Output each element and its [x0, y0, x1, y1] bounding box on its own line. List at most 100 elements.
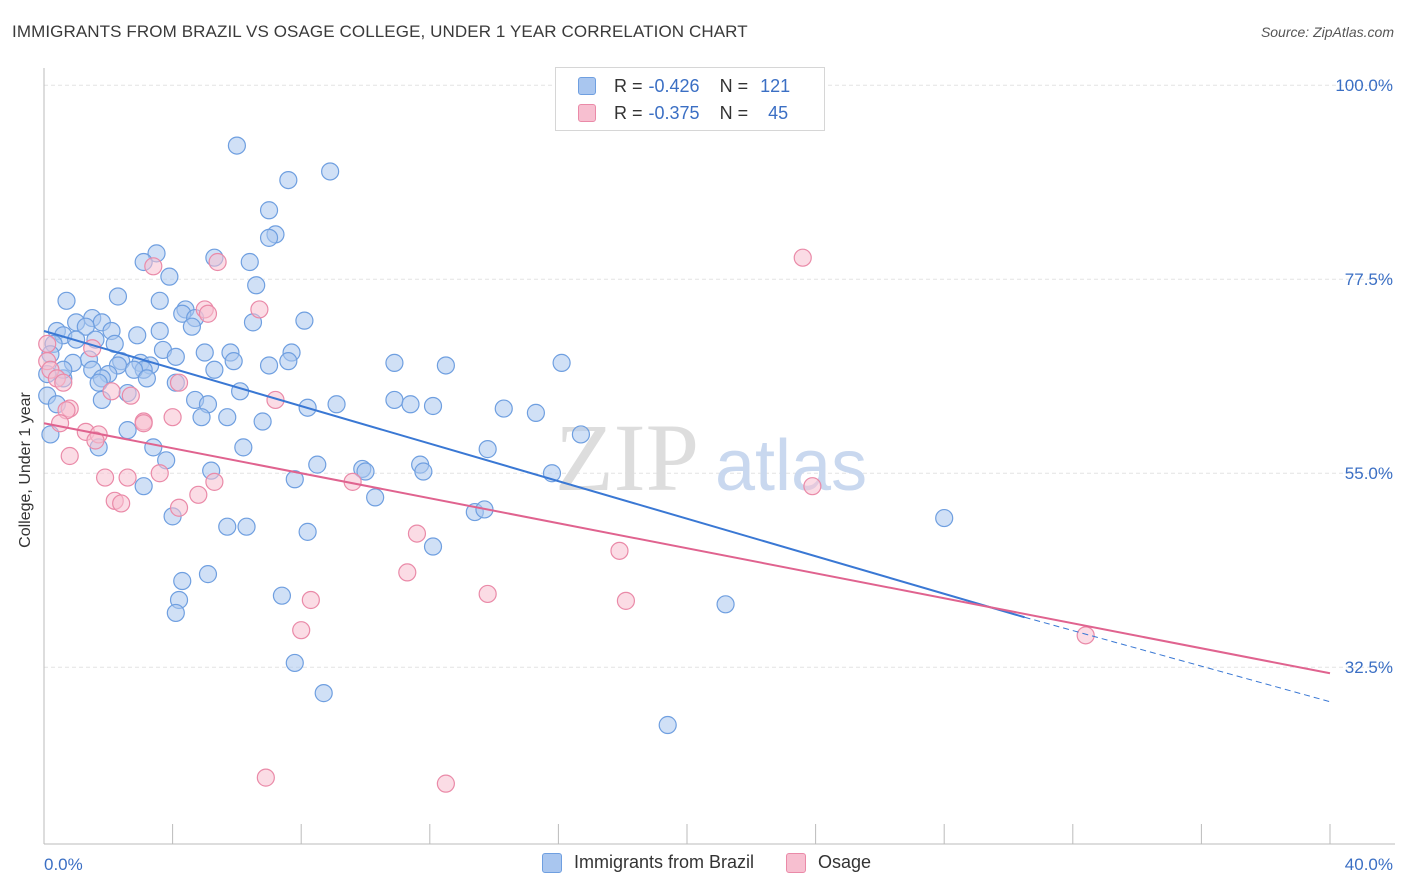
brazil-point: [308, 455, 327, 474]
brazil-point: [227, 136, 246, 155]
brazil-point: [935, 508, 954, 528]
tick-labels: 100.0% 77.5% 55.0% 32.5% 0.0% 40.0%: [44, 76, 1393, 874]
brazil-point: [279, 170, 298, 190]
watermark-zip: ZIP: [555, 404, 699, 511]
legend-r-value: -0.375: [648, 102, 700, 123]
osage-point: [256, 768, 275, 787]
x-tick-label: 0.0%: [44, 855, 83, 874]
series-label-brazil: Immigrants from Brazil: [574, 852, 755, 872]
brazil-point: [89, 373, 108, 392]
y-tick-label: 55.0%: [1345, 464, 1393, 483]
brazil-point: [366, 488, 385, 507]
series-legend-brazil[interactable]: Immigrants from Brazil: [542, 852, 754, 873]
brazil-point: [272, 586, 292, 605]
brazil-point: [385, 390, 404, 410]
osage-point: [292, 621, 311, 640]
brazil-point: [423, 537, 443, 556]
brazil-point: [76, 317, 95, 336]
brazil-point: [182, 317, 201, 336]
osage-trend-line: [43, 422, 1331, 675]
osage-point: [150, 464, 169, 483]
y-tick-label: 32.5%: [1345, 658, 1393, 677]
axes: [43, 68, 1395, 845]
brazil-point: [231, 382, 250, 401]
series-legend: Immigrants from Brazil Osage: [542, 852, 903, 873]
osage-point: [398, 563, 417, 582]
brazil-point: [259, 356, 279, 375]
osage-point: [803, 477, 822, 496]
legend-r-label: R =: [614, 75, 643, 96]
legend-row-brazil: R = -0.426 N = 121: [578, 75, 790, 97]
osage-point: [250, 300, 269, 319]
osage-point: [266, 390, 285, 410]
brazil-point: [134, 477, 153, 496]
x-tick-label: 40.0%: [1345, 855, 1393, 874]
brazil-point: [192, 408, 211, 427]
brazil-point: [658, 715, 677, 735]
brazil-point: [144, 438, 163, 457]
osage-point: [169, 498, 189, 517]
legend-swatch-osage: [578, 104, 596, 122]
osage-point: [86, 431, 105, 450]
brazil-point: [150, 321, 169, 341]
brazil-point: [552, 353, 571, 372]
brazil-point: [414, 462, 433, 481]
brazil-point: [401, 395, 420, 414]
brazil-point: [234, 438, 253, 457]
osage-point: [54, 373, 73, 392]
brazil-point: [240, 252, 259, 272]
series-legend-osage[interactable]: Osage: [786, 852, 871, 873]
brazil-point: [137, 369, 156, 388]
legend-n-value: 45: [768, 102, 789, 123]
osage-point: [189, 485, 208, 504]
legend-n-label: N =: [719, 102, 749, 123]
osage-point: [38, 334, 57, 354]
y-tick-label: 77.5%: [1345, 270, 1393, 289]
legend-swatch-brazil: [578, 77, 596, 95]
brazil-point: [128, 326, 147, 345]
brazil-point: [218, 517, 237, 536]
series-swatch-osage: [786, 852, 807, 873]
brazil-point: [285, 653, 304, 673]
brazil-trend-extension: [1024, 616, 1331, 703]
brazil-point: [259, 201, 279, 220]
brazil-point: [195, 343, 214, 362]
osage-point: [169, 373, 189, 392]
brazil-point: [237, 517, 256, 536]
osage-point: [163, 408, 182, 427]
osage-point: [83, 339, 102, 358]
brazil-point: [385, 353, 404, 372]
osage-point: [407, 524, 427, 543]
watermark-atlas: atlas: [715, 426, 867, 506]
brazil-point: [716, 595, 735, 614]
brazil-point: [173, 571, 192, 591]
legend-n-value: 121: [760, 75, 791, 96]
brazil-point: [224, 352, 243, 371]
brazil-point: [108, 287, 128, 306]
osage-point: [112, 494, 131, 513]
brazil-point: [298, 522, 317, 541]
osage-point: [134, 414, 153, 433]
osage-point: [205, 472, 224, 491]
brazil-point: [124, 360, 144, 379]
legend-r-value: -0.426: [648, 75, 700, 96]
osage-point: [616, 591, 636, 610]
brazil-point: [494, 399, 513, 418]
brazil-point: [218, 408, 237, 427]
brazil-point: [205, 360, 224, 379]
osage-point: [436, 774, 455, 793]
osage-point: [208, 252, 227, 272]
osage-point: [301, 590, 320, 610]
brazil-point: [356, 462, 375, 481]
brazil-point: [279, 352, 298, 371]
brazil-point: [118, 421, 137, 440]
osage-point: [793, 248, 812, 267]
brazil-point: [166, 603, 185, 623]
legend-r-label: R =: [614, 102, 643, 123]
osage-point: [118, 468, 137, 487]
osage-point: [478, 584, 497, 604]
correlation-legend: R = -0.426 N = 121 R = -0.375 N = 45: [555, 67, 825, 131]
brazil-point: [436, 356, 455, 375]
brazil-point: [314, 684, 333, 703]
osage-point: [144, 257, 163, 276]
